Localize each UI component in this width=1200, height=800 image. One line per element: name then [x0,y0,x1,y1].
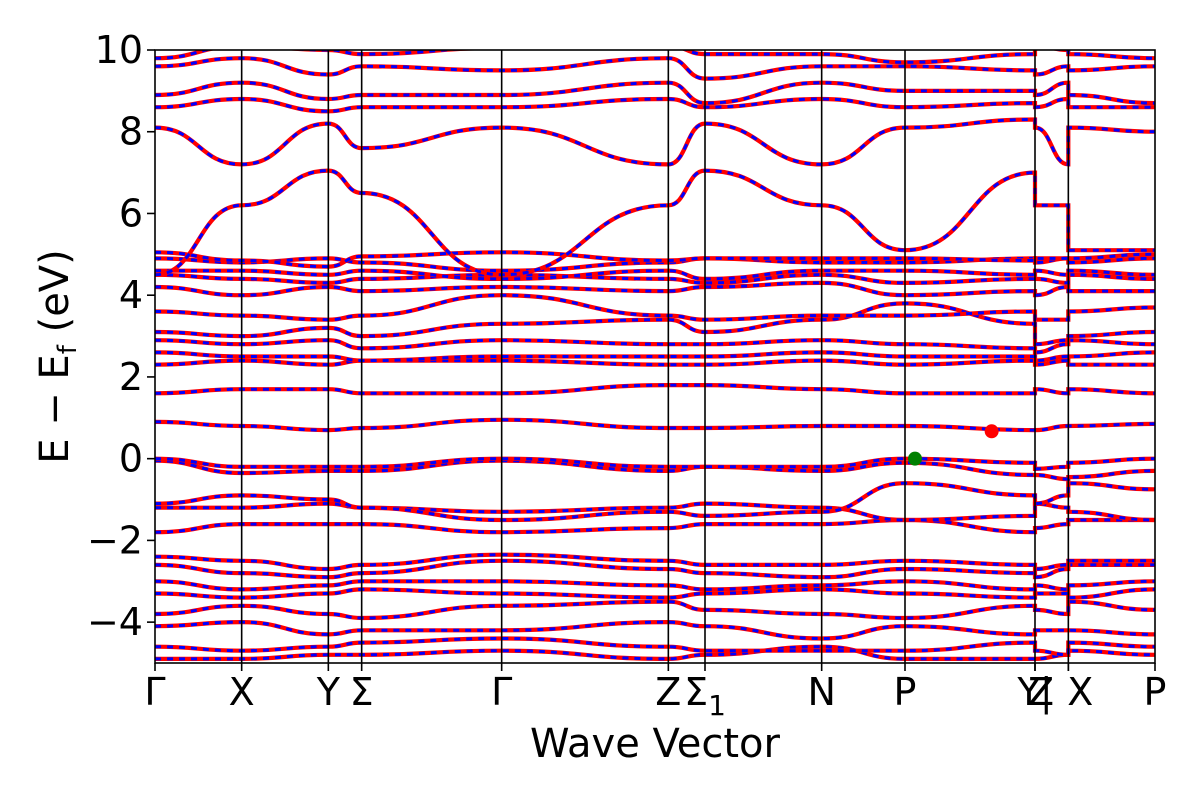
x-tick-label: Γ [491,670,512,714]
x-tick-label: P [1144,670,1167,714]
y-axis-ticks: −4 −2 0 2 4 6 8 10 [87,28,155,644]
band-up-line [155,56,1155,81]
band-up-line [155,358,1155,367]
x-tick-label: Γ [144,670,165,714]
band-up-line [155,301,1155,347]
y-tick-label: −4 [87,600,143,644]
band-up-line [155,579,1155,592]
x-tick-label: N [807,670,835,714]
x-tick-label: X [1067,670,1093,714]
y-tick-label: 8 [119,110,143,154]
y-tick-label: 4 [119,273,143,317]
x-tick-label: P [894,670,917,714]
band-down-line [155,169,1155,277]
y-tick-label: 0 [119,437,143,481]
x-tick-label: Y [316,670,341,714]
y-axis-title-main: E − E [32,354,78,464]
band-up-line [155,417,1155,433]
band-down-line [155,383,1155,395]
band-down-line [155,600,1155,620]
y-axis-title-unit: (eV) [32,249,78,345]
band-down-line [155,293,1155,322]
markers-layer [908,424,999,466]
band-up-line [155,619,1155,641]
x-tick-label: Y [1016,670,1041,714]
band-down-line [155,56,1155,81]
band-down-line [155,117,1155,166]
band-down-line [155,281,1155,297]
x-tick-label: Z [655,670,681,714]
band-up-line [155,636,1155,657]
band-up-line [155,338,1155,355]
x-axis-ticks: Γ X Y Σ Γ Z Σ1 N P YZ| X P [144,663,1166,722]
band-up-line [155,280,1155,298]
band-up-line [155,599,1155,621]
band-edge-marker [908,451,922,466]
x-tick-label: X [229,670,255,714]
x-tick-label: Z [1028,670,1054,714]
x-tick-label: Σ [350,670,374,714]
x-tick-label-subscript: 1 [708,689,726,722]
band-down-line [155,459,1155,481]
plot-frame [154,49,1156,664]
x-tick-label: | [1040,670,1053,715]
x-tick-label: Σ1 [684,670,726,722]
band-up-line [155,383,1155,396]
band-up-line [155,117,1155,167]
y-axis-title-subscript: f [53,344,83,354]
y-tick-label: −2 [87,518,143,562]
band-down-line [155,620,1155,641]
high-symmetry-lines [240,50,1070,663]
band-up-line [155,456,1155,472]
band-up-line [155,96,1155,114]
y-axis-title: E − Ef (eV) [32,249,83,464]
bands-layer [155,50,1155,662]
band-down-line [155,359,1155,367]
y-tick-label: 6 [119,191,143,235]
band-edge-marker [984,424,999,439]
y-tick-label: 10 [95,28,143,72]
y-tick-label: 2 [119,355,143,399]
band-down-line [155,250,1155,269]
x-axis-title: Wave Vector [530,721,781,767]
band-down-line [155,579,1155,591]
